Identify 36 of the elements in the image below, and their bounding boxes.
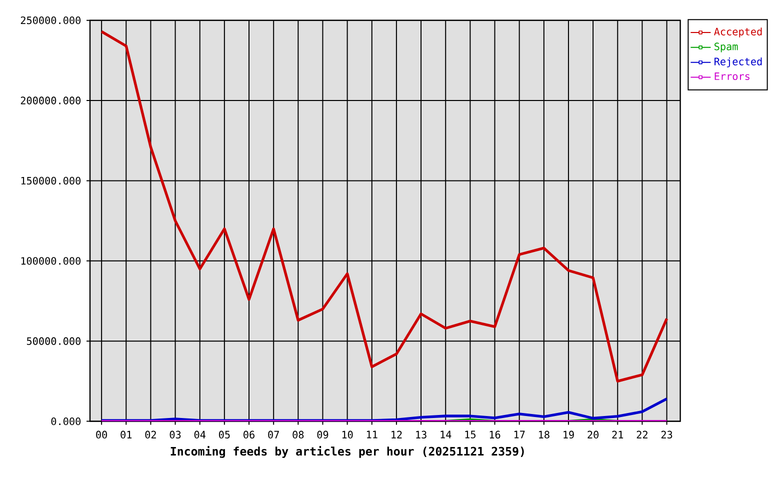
x-tick-label: 11 bbox=[366, 430, 378, 438]
x-tick-label: 15 bbox=[465, 430, 476, 438]
x-tick-label: 00 bbox=[96, 430, 107, 438]
x-tick-label: 18 bbox=[539, 430, 550, 438]
x-tick-label: 17 bbox=[514, 430, 525, 438]
x-tick-label: 04 bbox=[194, 430, 206, 438]
x-tick-label: 07 bbox=[268, 430, 279, 438]
y-tick-label: 100000.000 bbox=[21, 257, 80, 265]
x-tick-label: 02 bbox=[145, 430, 156, 438]
legend-label: Errors bbox=[714, 72, 750, 80]
x-tick-label: 03 bbox=[170, 430, 181, 438]
x-tick-label: 19 bbox=[564, 430, 574, 438]
y-tick-label: 0.000 bbox=[51, 417, 80, 426]
legend-label: Accepted bbox=[714, 28, 762, 38]
x-tick-label: 13 bbox=[416, 430, 426, 438]
x-tick-label: 06 bbox=[244, 430, 254, 438]
x-tick-label: 16 bbox=[490, 430, 500, 438]
y-tick-label: 200000.000 bbox=[20, 96, 80, 104]
x-tick-label: 21 bbox=[612, 430, 624, 438]
x-tick-label: 09 bbox=[317, 430, 328, 438]
x-tick-label: 23 bbox=[661, 430, 672, 438]
y-tick-label: 50000.000 bbox=[26, 337, 80, 345]
x-tick-label: 14 bbox=[440, 430, 452, 438]
line-series bbox=[100, 30, 668, 383]
x-tick-label: 08 bbox=[292, 430, 304, 438]
x-tick-label: 20 bbox=[588, 430, 598, 438]
x-tick-label: 22 bbox=[636, 430, 648, 438]
x-tick-label: 01 bbox=[120, 430, 132, 438]
y-tick-label: 150000.000 bbox=[21, 176, 80, 185]
x-tick-label: 12 bbox=[392, 430, 402, 438]
x-axis-title: Incoming feeds by articles per hour (20251121 2359) bbox=[170, 446, 524, 458]
x-tick-label: 10 bbox=[342, 430, 353, 438]
legend-label: Rejected bbox=[714, 57, 762, 68]
x-tick-label: 05 bbox=[218, 430, 230, 438]
y-tick-label: 250000.000 bbox=[20, 16, 80, 24]
legend-label: Spam bbox=[714, 42, 738, 52]
